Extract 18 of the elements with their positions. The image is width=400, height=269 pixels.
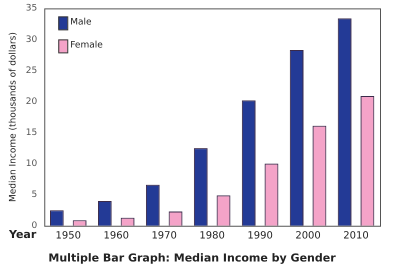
legend-label: Male [70, 18, 92, 28]
x-tick-label: 1980 [199, 230, 225, 242]
y-tick-label: 10 [26, 159, 38, 170]
y-axis-title: Median Income (thousands of dollars) [8, 32, 19, 202]
y-tick-label: 5 [32, 190, 38, 200]
x-tick-label: 1970 [151, 230, 177, 242]
x-tick-label: 1950 [56, 230, 81, 242]
text: Multiple Bar Graph: Median Income by Gender [48, 251, 336, 264]
y-tick-label: 25 [26, 66, 38, 76]
y-tick-label: 30 [26, 34, 38, 45]
x-tick-label: 2010 [343, 230, 369, 242]
x-tick-label: 1990 [247, 230, 273, 242]
y-tick-label: 20 [26, 96, 38, 107]
x-tick-label: 2000 [295, 230, 321, 242]
y-tick-label: 15 [26, 128, 38, 138]
legend-label: Female [70, 40, 104, 51]
y-tick-label: 35 [26, 4, 38, 14]
x-tick-label: 1960 [103, 230, 129, 242]
